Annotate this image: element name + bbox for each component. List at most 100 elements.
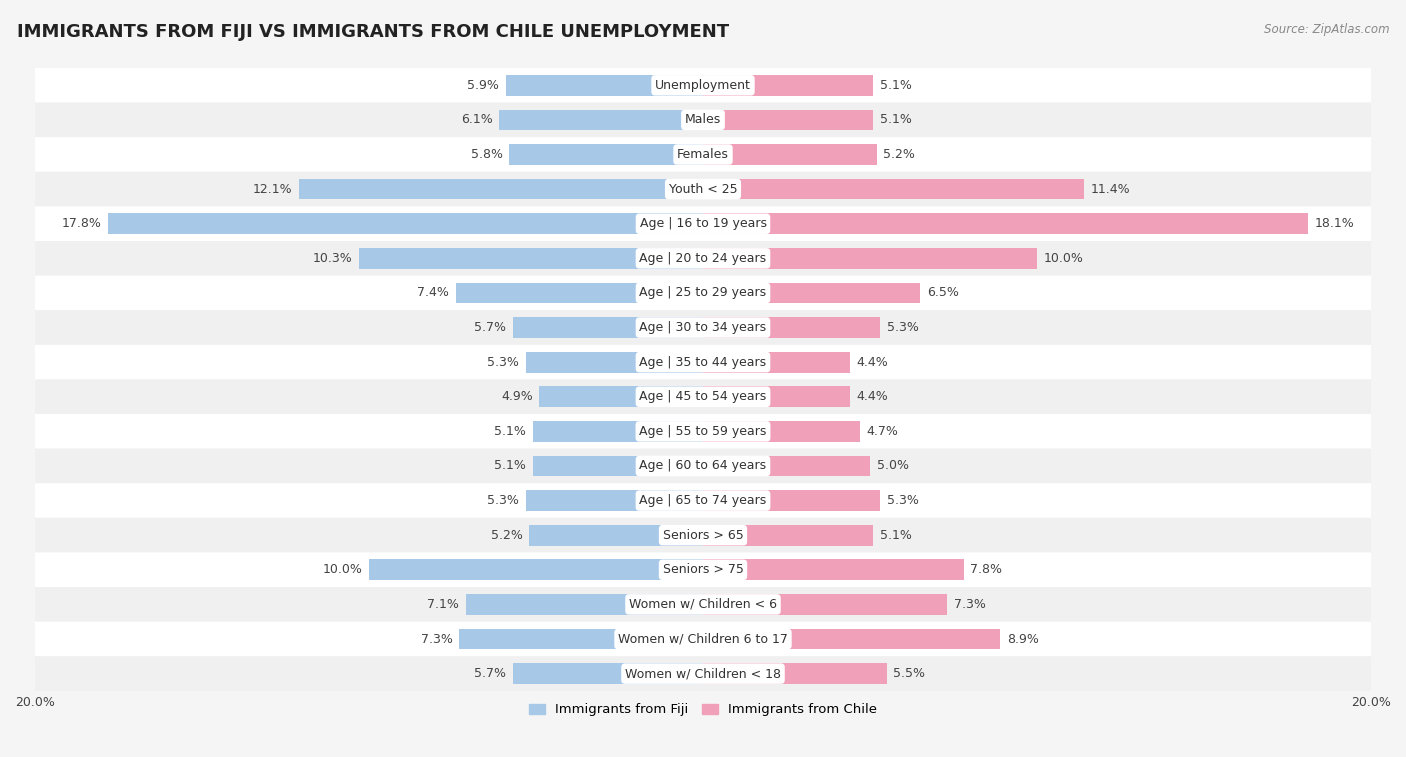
Bar (703, 559, 963, 580)
FancyBboxPatch shape (35, 483, 1371, 518)
Text: Women w/ Children < 6: Women w/ Children < 6 (628, 598, 778, 611)
Text: 7.1%: 7.1% (427, 598, 460, 611)
Text: 5.2%: 5.2% (491, 528, 523, 542)
Text: 6.5%: 6.5% (927, 286, 959, 300)
Text: Females: Females (678, 148, 728, 161)
Text: 4.7%: 4.7% (866, 425, 898, 438)
FancyBboxPatch shape (35, 449, 1371, 483)
FancyBboxPatch shape (35, 276, 1371, 310)
Text: Age | 30 to 34 years: Age | 30 to 34 years (640, 321, 766, 334)
Bar (529, 525, 703, 546)
Text: 5.1%: 5.1% (880, 114, 912, 126)
Bar (703, 248, 1038, 269)
Text: Seniors > 65: Seniors > 65 (662, 528, 744, 542)
Bar (359, 248, 703, 269)
Bar (460, 628, 703, 650)
Text: 5.1%: 5.1% (880, 528, 912, 542)
Text: 5.8%: 5.8% (471, 148, 502, 161)
Text: 10.3%: 10.3% (312, 252, 353, 265)
Text: 5.3%: 5.3% (887, 321, 918, 334)
Text: 5.1%: 5.1% (880, 79, 912, 92)
FancyBboxPatch shape (35, 207, 1371, 241)
Text: 5.2%: 5.2% (883, 148, 915, 161)
Text: 5.9%: 5.9% (467, 79, 499, 92)
FancyBboxPatch shape (35, 68, 1371, 103)
FancyBboxPatch shape (35, 656, 1371, 691)
Bar (368, 559, 703, 580)
Bar (703, 317, 880, 338)
Text: Age | 45 to 54 years: Age | 45 to 54 years (640, 391, 766, 403)
Bar (703, 386, 851, 407)
Bar (703, 663, 887, 684)
Text: 7.3%: 7.3% (420, 633, 453, 646)
Text: 5.1%: 5.1% (494, 459, 526, 472)
Bar (703, 144, 877, 165)
Bar (299, 179, 703, 200)
FancyBboxPatch shape (35, 518, 1371, 553)
Text: 5.1%: 5.1% (494, 425, 526, 438)
FancyBboxPatch shape (35, 414, 1371, 449)
Text: 7.4%: 7.4% (418, 286, 449, 300)
FancyBboxPatch shape (35, 587, 1371, 621)
Text: 5.7%: 5.7% (474, 321, 506, 334)
Text: 17.8%: 17.8% (62, 217, 101, 230)
Bar (703, 456, 870, 476)
Text: Age | 25 to 29 years: Age | 25 to 29 years (640, 286, 766, 300)
FancyBboxPatch shape (35, 172, 1371, 207)
FancyBboxPatch shape (35, 103, 1371, 137)
Bar (703, 525, 873, 546)
Text: Age | 65 to 74 years: Age | 65 to 74 years (640, 494, 766, 507)
Bar (465, 594, 703, 615)
Bar (533, 421, 703, 442)
Bar (499, 110, 703, 130)
Text: Seniors > 75: Seniors > 75 (662, 563, 744, 576)
FancyBboxPatch shape (35, 345, 1371, 379)
Text: IMMIGRANTS FROM FIJI VS IMMIGRANTS FROM CHILE UNEMPLOYMENT: IMMIGRANTS FROM FIJI VS IMMIGRANTS FROM … (17, 23, 728, 41)
Bar (703, 213, 1308, 234)
Text: 10.0%: 10.0% (322, 563, 363, 576)
Text: Youth < 25: Youth < 25 (669, 182, 737, 195)
Text: Age | 60 to 64 years: Age | 60 to 64 years (640, 459, 766, 472)
Bar (703, 110, 873, 130)
Bar (703, 628, 1000, 650)
Bar (703, 179, 1084, 200)
Bar (703, 421, 860, 442)
Text: Women w/ Children 6 to 17: Women w/ Children 6 to 17 (619, 633, 787, 646)
Text: Age | 20 to 24 years: Age | 20 to 24 years (640, 252, 766, 265)
Text: 11.4%: 11.4% (1091, 182, 1130, 195)
Text: Males: Males (685, 114, 721, 126)
Text: 5.5%: 5.5% (893, 667, 925, 680)
Bar (703, 75, 873, 95)
Text: 5.3%: 5.3% (887, 494, 918, 507)
Bar (703, 594, 946, 615)
Text: 7.8%: 7.8% (970, 563, 1002, 576)
Text: 7.3%: 7.3% (953, 598, 986, 611)
Bar (456, 282, 703, 304)
Text: 5.3%: 5.3% (488, 356, 519, 369)
Text: 4.4%: 4.4% (856, 391, 889, 403)
Bar (703, 491, 880, 511)
Text: 6.1%: 6.1% (461, 114, 492, 126)
Bar (506, 75, 703, 95)
FancyBboxPatch shape (35, 379, 1371, 414)
Text: Age | 55 to 59 years: Age | 55 to 59 years (640, 425, 766, 438)
Text: Source: ZipAtlas.com: Source: ZipAtlas.com (1264, 23, 1389, 36)
Text: Age | 16 to 19 years: Age | 16 to 19 years (640, 217, 766, 230)
Text: 5.7%: 5.7% (474, 667, 506, 680)
Legend: Immigrants from Fiji, Immigrants from Chile: Immigrants from Fiji, Immigrants from Ch… (523, 698, 883, 721)
Text: Women w/ Children < 18: Women w/ Children < 18 (626, 667, 780, 680)
Text: Age | 35 to 44 years: Age | 35 to 44 years (640, 356, 766, 369)
Bar (703, 352, 851, 372)
Bar (703, 282, 920, 304)
Bar (540, 386, 703, 407)
FancyBboxPatch shape (35, 310, 1371, 345)
Text: 10.0%: 10.0% (1043, 252, 1084, 265)
Text: 4.4%: 4.4% (856, 356, 889, 369)
Text: 5.3%: 5.3% (488, 494, 519, 507)
FancyBboxPatch shape (35, 241, 1371, 276)
Text: 8.9%: 8.9% (1007, 633, 1039, 646)
Bar (533, 456, 703, 476)
Text: 12.1%: 12.1% (253, 182, 292, 195)
Text: 4.9%: 4.9% (501, 391, 533, 403)
FancyBboxPatch shape (35, 137, 1371, 172)
